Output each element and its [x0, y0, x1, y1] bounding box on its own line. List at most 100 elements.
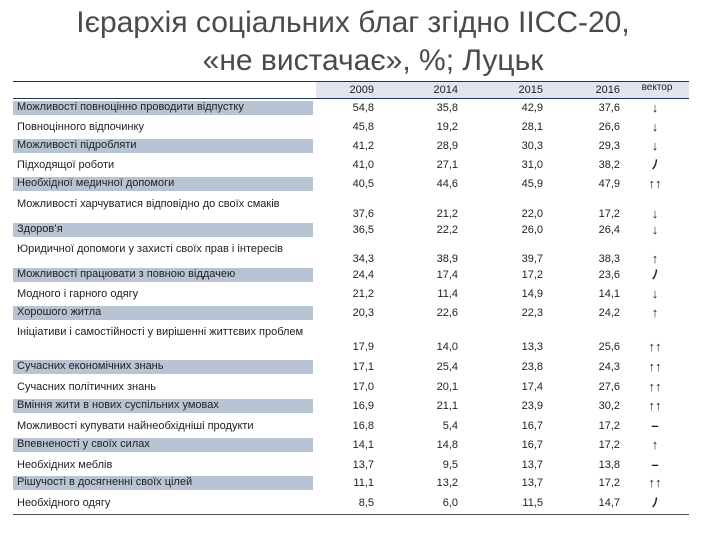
- cell-2015: 22,0: [521, 208, 543, 220]
- cell-2014: 38,9: [436, 253, 458, 265]
- cell-2009: 20,3: [352, 307, 374, 319]
- table-row: Можливості повноцінно проводити відпустк…: [13, 100, 689, 119]
- cell-2016: 27,6: [598, 381, 620, 393]
- table-row: Хорошого житла 20,3 22,6 22,3 24,2 ↑: [13, 305, 689, 324]
- table-row: Ініціативи і самостійності у вирішенні ж…: [13, 324, 689, 359]
- cell-2016: 38,3: [598, 253, 620, 265]
- cell-2016: 17,2: [598, 439, 620, 451]
- cell-2015: 28,1: [521, 121, 543, 133]
- table-row: Необхідних меблів 13,7 9,5 13,7 13,8 –: [13, 457, 689, 475]
- cell-2015: 26,0: [521, 224, 543, 236]
- trend-vector-icon: ﾉ: [651, 495, 659, 510]
- row-label: Сучасних політичних знань: [17, 381, 156, 393]
- cell-2009: 17,9: [352, 341, 374, 353]
- cell-2015: 17,4: [521, 381, 543, 393]
- cell-2014: 27,1: [436, 159, 458, 171]
- cell-2009: 17,0: [352, 381, 374, 393]
- cell-2016: 17,2: [598, 208, 620, 220]
- cell-2015: 23,9: [521, 400, 543, 412]
- cell-2009: 16,8: [352, 420, 374, 432]
- cell-2016: 24,3: [598, 361, 620, 373]
- title-line-1: Ієрархія соціальних благ згідно ІІСС-20,: [76, 6, 630, 39]
- cell-2009: 14,1: [352, 439, 374, 451]
- cell-2009: 17,1: [352, 361, 374, 373]
- cell-2014: 20,1: [436, 381, 458, 393]
- trend-vector-icon: ↑: [651, 251, 659, 266]
- cell-2015: 13,3: [521, 341, 543, 353]
- trend-vector-icon: ↓: [651, 138, 659, 153]
- trend-vector-icon: ↑↑: [648, 359, 662, 374]
- trend-vector-icon: –: [651, 457, 659, 472]
- row-label: Необхідного одягу: [17, 497, 111, 509]
- header-2014: 2014: [433, 84, 458, 96]
- trend-vector-icon: ↑↑: [648, 379, 662, 394]
- table-row: Здоров’я 36,5 22,2 26,0 26,4 ↓: [13, 222, 689, 241]
- trend-vector-icon: –: [651, 418, 659, 433]
- trend-vector-icon: ↓: [651, 222, 659, 237]
- cell-2016: 17,2: [598, 477, 620, 489]
- trend-vector-icon: ↓: [651, 119, 659, 134]
- cell-2015: 16,7: [521, 420, 543, 432]
- cell-2014: 28,9: [436, 140, 458, 152]
- cell-2014: 44,6: [436, 178, 458, 190]
- slide-title: Ієрархія соціальних благ згідно ІІСС-20,…: [0, 0, 706, 80]
- cell-2015: 13,7: [521, 459, 543, 471]
- table-row: Підходящої роботи 41,0 27,1 31,0 38,2 ﾉ: [13, 157, 689, 176]
- cell-2016: 26,6: [598, 121, 620, 133]
- trend-vector-icon: ↑: [651, 305, 659, 320]
- trend-vector-icon: ↓: [651, 100, 659, 115]
- trend-vector-icon: ↑: [651, 437, 659, 452]
- table-row: Модного і гарного одягу 21,2 11,4 14,9 14,1 ↓: [13, 286, 689, 305]
- row-label: Рішучості в досягненні своїх цілей: [13, 476, 313, 490]
- cell-2009: 8,5: [358, 497, 374, 509]
- cell-2009: 40,5: [352, 178, 374, 190]
- cell-2009: 45,8: [352, 121, 374, 133]
- cell-2016: 47,9: [598, 178, 620, 190]
- table-row: Вміння жити в нових суспільних умовах 16,…: [13, 398, 689, 418]
- cell-2015: 23,8: [521, 361, 543, 373]
- header-vector: вектор: [641, 82, 673, 93]
- cell-2014: 6,0: [442, 497, 458, 509]
- cell-2015: 39,7: [521, 253, 543, 265]
- cell-2015: 14,9: [521, 288, 543, 300]
- table-row: Необхідної медичної допомоги 40,5 44,6 45,9…: [13, 176, 689, 196]
- cell-2014: 19,2: [436, 121, 458, 133]
- header-2016: 2016: [595, 84, 620, 96]
- cell-2016: 30,2: [598, 400, 620, 412]
- trend-vector-icon: ↑↑: [648, 398, 662, 413]
- cell-2016: 25,6: [598, 341, 620, 353]
- table-row: Можливості харчуватися відповідно до сво…: [13, 196, 689, 222]
- cell-2014: 22,6: [436, 307, 458, 319]
- cell-2015: 11,5: [522, 497, 543, 509]
- trend-vector-icon: ↓: [651, 206, 659, 221]
- cell-2014: 9,5: [442, 459, 458, 471]
- trend-vector-icon: ↑↑: [648, 339, 662, 354]
- trend-vector-icon: ﾉ: [651, 267, 659, 282]
- trend-vector-icon: ↑↑: [648, 176, 662, 191]
- table-row: Сучасних економічних знань 17,1 25,4 23,8 24…: [13, 359, 689, 379]
- cell-2016: 17,2: [598, 420, 620, 432]
- cell-2015: 31,0: [521, 159, 543, 171]
- cell-2009: 21,2: [352, 288, 374, 300]
- cell-2016: 24,2: [598, 307, 620, 319]
- row-label: Можливості повноцінно проводити відпустк…: [13, 101, 313, 115]
- row-label: Сучасних економічних знань: [13, 360, 313, 374]
- cell-2014: 25,4: [436, 361, 458, 373]
- cell-2015: 42,9: [521, 102, 543, 114]
- cell-2014: 21,2: [436, 208, 458, 220]
- cell-2016: 14,7: [598, 497, 620, 509]
- cell-2015: 22,3: [521, 307, 543, 319]
- cell-2015: 17,2: [521, 269, 543, 281]
- table-bottom-border: [13, 514, 689, 515]
- row-label: Повноцінного відпочинку: [17, 121, 144, 133]
- table-header: 2009 2014 2015 2016 вектор: [13, 82, 689, 99]
- row-label: Ініціативи і самостійності у вирішенні ж…: [17, 326, 304, 338]
- row-label: Юридичної допомоги у захисті своїх прав …: [17, 243, 283, 255]
- cell-2016: 13,8: [598, 459, 620, 471]
- row-label: Можливості працювати з повною віддачею: [13, 268, 313, 282]
- table-row: Сучасних політичних знань 17,0 20,1 17,4 27,…: [13, 379, 689, 398]
- row-label: Підходящої роботи: [17, 159, 115, 171]
- trend-vector-icon: ﾉ: [651, 157, 659, 172]
- row-label: Модного і гарного одягу: [17, 288, 139, 300]
- header-2009: 2009: [349, 84, 374, 96]
